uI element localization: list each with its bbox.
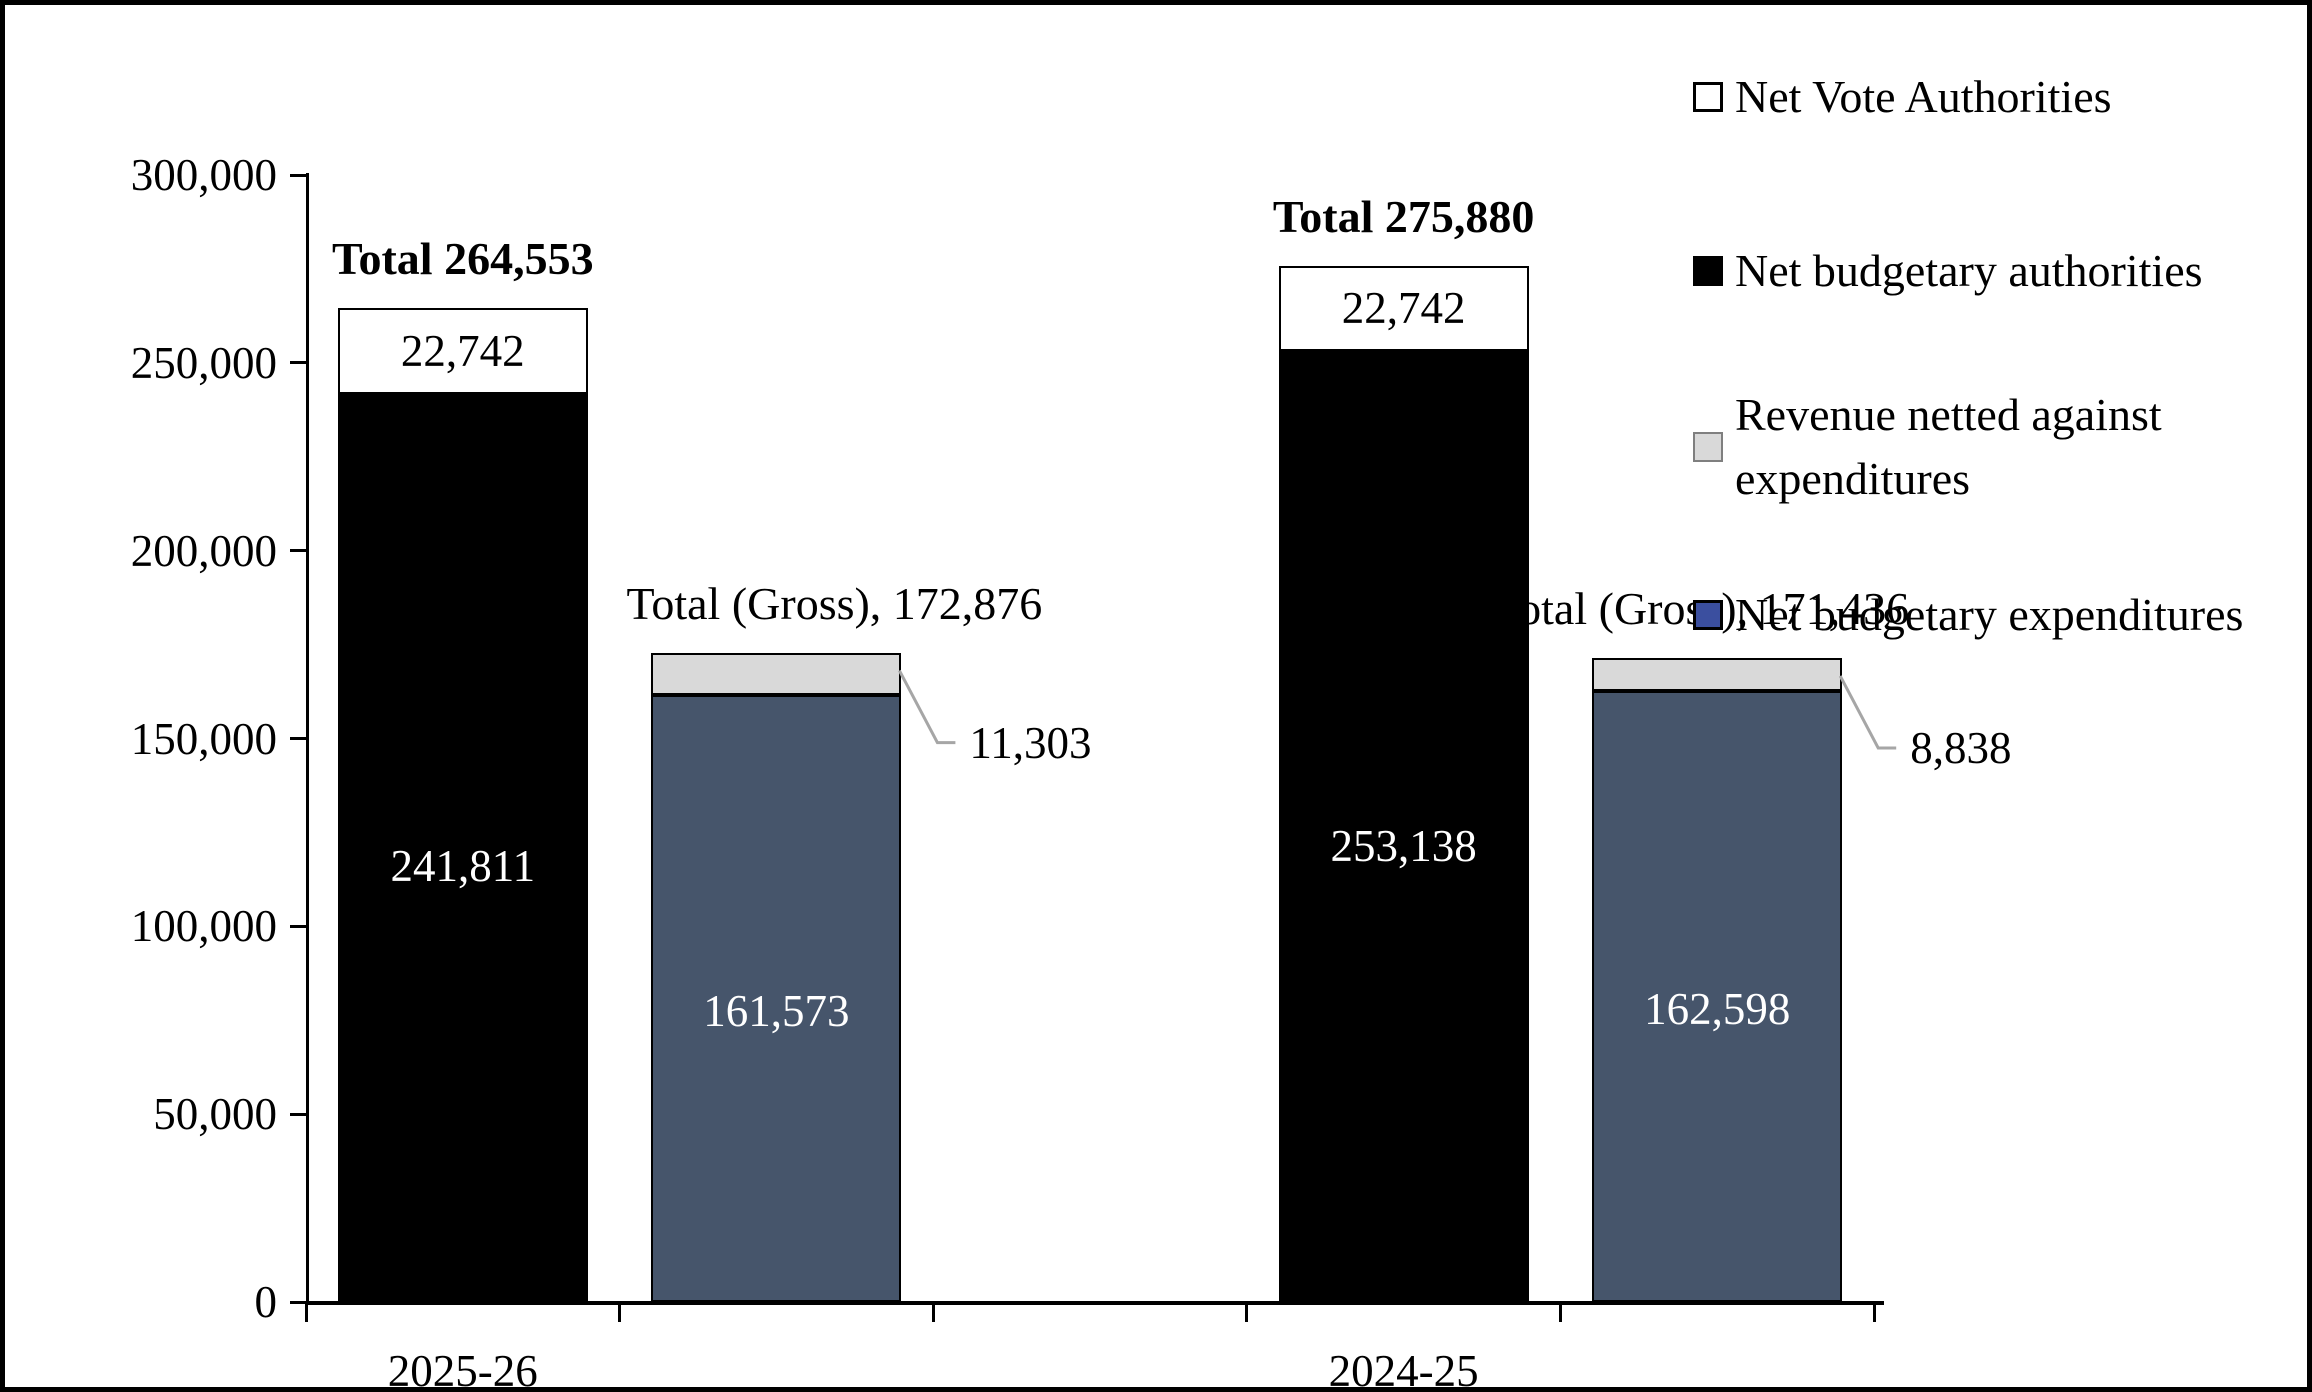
bar-value-label: 162,598 bbox=[1644, 983, 1791, 1034]
bar-segment-gray bbox=[1592, 657, 1843, 692]
bar-total-label: Total 275,880 bbox=[1272, 190, 1535, 242]
x-axis-tick bbox=[1245, 1304, 1249, 1322]
legend-swatch-gray bbox=[1693, 432, 1723, 462]
x-axis-tick bbox=[1558, 1304, 1562, 1322]
x-category-label: 2024-25 bbox=[1328, 1346, 1479, 1392]
bar-total-label: Total (Gross), 172,876 bbox=[626, 577, 1043, 629]
y-axis-tick-label: 150,000 bbox=[130, 713, 277, 764]
callout-value-label: 11,303 bbox=[969, 717, 1092, 768]
bar-segment-black bbox=[337, 393, 588, 1302]
y-axis-line bbox=[306, 173, 309, 1305]
y-axis-tick bbox=[290, 173, 306, 177]
legend-label: Net budgetary expenditures bbox=[1735, 589, 2244, 640]
y-axis-tick-label: 100,000 bbox=[130, 901, 277, 952]
bar-value-label: 161,573 bbox=[703, 985, 850, 1036]
y-axis-tick bbox=[290, 1300, 306, 1304]
x-axis-tick bbox=[618, 1304, 622, 1322]
bar-segment-gray bbox=[651, 652, 902, 696]
bar-value-label: 22,742 bbox=[400, 325, 525, 376]
bar-segment-white bbox=[337, 308, 588, 394]
y-axis-tick-label: 0 bbox=[254, 1277, 278, 1327]
bar-segment-black bbox=[1278, 351, 1529, 1302]
y-axis-tick bbox=[290, 361, 306, 365]
bar-segment-blue bbox=[651, 695, 902, 1302]
legend-label: Net budgetary authorities bbox=[1735, 245, 2203, 296]
y-axis-tick bbox=[290, 737, 306, 740]
legend-label: expenditures bbox=[1735, 453, 1971, 504]
legend-swatch-legend_blue bbox=[1693, 600, 1723, 630]
legend-label: Revenue netted against bbox=[1735, 389, 2162, 440]
bar-value-label: 22,742 bbox=[1341, 283, 1466, 334]
x-axis-line bbox=[306, 1301, 1884, 1305]
legend-swatch-black bbox=[1693, 256, 1723, 286]
bar-value-label: 253,138 bbox=[1330, 820, 1477, 871]
x-axis-tick bbox=[304, 1304, 308, 1322]
y-axis-tick-label: 200,000 bbox=[130, 525, 277, 576]
legend-label: Net Vote Authorities bbox=[1735, 71, 2112, 122]
y-axis-tick-label: 250,000 bbox=[130, 337, 277, 388]
bar-segment-white bbox=[1278, 265, 1529, 352]
bar-segment-blue bbox=[1592, 691, 1843, 1302]
y-axis-tick bbox=[290, 924, 306, 928]
y-axis-tick bbox=[290, 549, 306, 553]
bar-value-label: 241,811 bbox=[390, 840, 536, 891]
x-category-label: 2025-26 bbox=[387, 1346, 538, 1392]
x-axis-tick bbox=[931, 1304, 935, 1322]
x-axis-tick bbox=[1872, 1304, 1876, 1322]
plot-area: 300,000 250,000 200,000 150,000 100,000 50,00… bbox=[5, 5, 2307, 1392]
legend-swatch-white bbox=[1693, 82, 1723, 112]
chart-legend: Net Vote Authorities Net budgetary author… bbox=[5, 5, 2307, 1387]
callout-value-label: 8,838 bbox=[1910, 722, 2012, 773]
y-axis-tick-label: 300,000 bbox=[130, 150, 277, 200]
y-axis-tick bbox=[290, 1112, 306, 1116]
bar-total-label: Total 264,553 bbox=[332, 233, 594, 285]
y-axis-tick-label: 50,000 bbox=[153, 1089, 277, 1140]
